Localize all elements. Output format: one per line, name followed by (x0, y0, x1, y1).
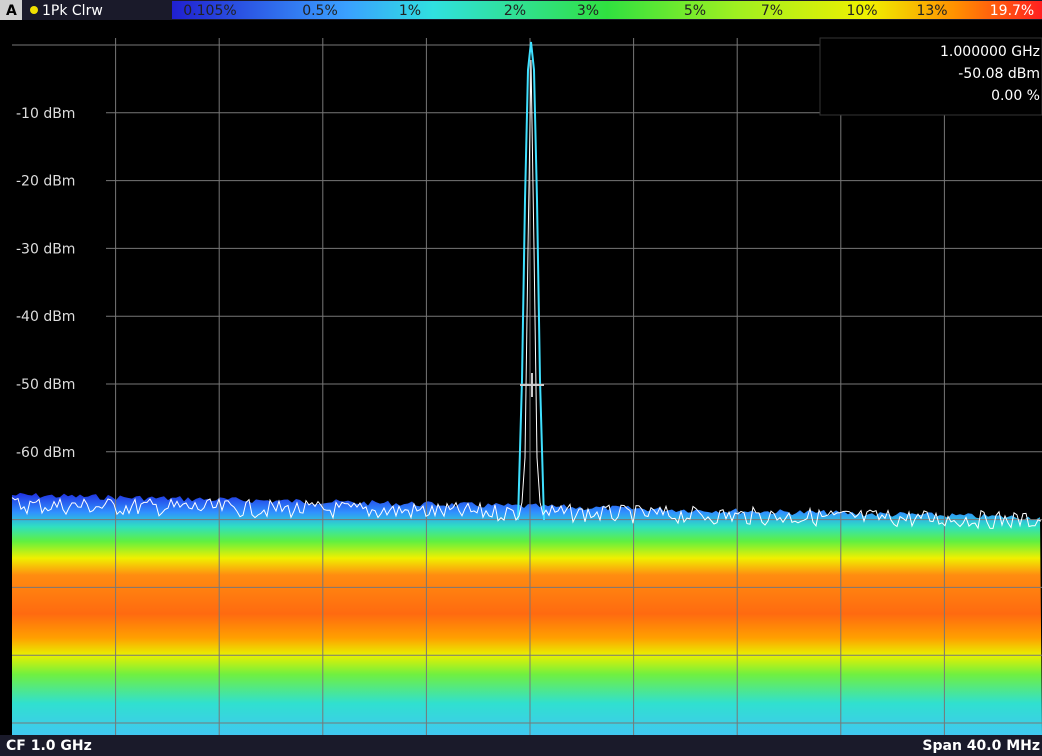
span: Span 40.0 MHz (922, 738, 1040, 754)
label-backdrop (12, 239, 106, 258)
color-scale-label: 10% (846, 3, 877, 19)
y-axis-label: -10 dBm (16, 106, 75, 122)
label-backdrop (12, 375, 106, 393)
marker-cross (520, 373, 544, 397)
marker-percent: 0.00 % (991, 88, 1040, 104)
color-scale-label: 5% (684, 3, 706, 19)
plot-area: -10 dBm -20 dBm -30 dBm -40 dBm -50 dBm -60 d… (11, 20, 1042, 735)
label-backdrop (12, 307, 106, 326)
trace-dot (30, 6, 38, 14)
color-scale-label: 0.5% (302, 3, 338, 19)
color-scale-label: 7% (761, 3, 783, 19)
marker-frequency: 1.000000 GHz (940, 44, 1040, 60)
window-label: A (6, 3, 17, 19)
center-frequency: CF 1.0 GHz (6, 738, 92, 754)
bottom-bar (0, 735, 1042, 756)
marker-box (819, 37, 1042, 116)
color-scale-label: 3% (577, 3, 599, 19)
color-scale-label: 13% (916, 3, 947, 19)
y-axis-label: -50 dBm (16, 377, 75, 393)
signal-peak (517, 41, 545, 521)
window-tab (0, 0, 22, 20)
trace (11, 59, 1042, 530)
label-backdrop (12, 103, 106, 122)
color-scale-label: 2% (504, 3, 526, 19)
persistence-spectrum (12, 492, 1042, 735)
color-scale-label: 19.7% (990, 3, 1034, 19)
color-scale (172, 1, 1042, 19)
trace-mode: 1Pk Clrw (42, 3, 103, 19)
label-backdrop (12, 442, 106, 461)
marker-level: -50.08 dBm (958, 66, 1040, 82)
y-axis-label: -60 dBm (16, 445, 75, 461)
y-axis-label: -30 dBm (16, 241, 75, 257)
color-scale-label: 1% (399, 3, 421, 19)
color-scale-label: 0.105% (183, 3, 236, 19)
y-axis-label: -40 dBm (16, 309, 75, 325)
label-backdrop (12, 171, 106, 190)
y-axis-label: -20 dBm (16, 174, 75, 190)
